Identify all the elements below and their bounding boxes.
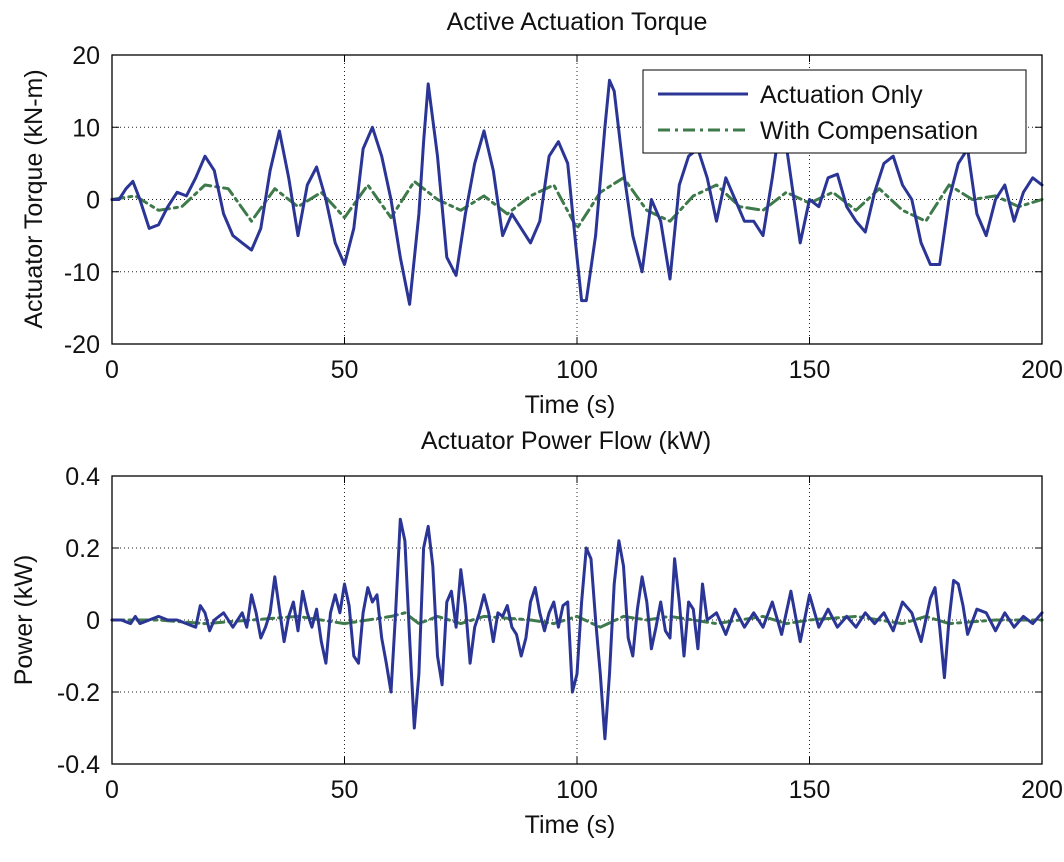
x-tick-label: 0 [105,356,119,384]
torque-series [110,78,1044,306]
legend-label-with-compensation: With Compensation [760,117,978,145]
y-tick-label: 20 [72,42,100,70]
legend-box [642,69,1027,154]
power-chart-title: Actuator Power Flow (kW) [421,427,711,455]
power-plot: Actuator Power Flow (kW) 0 50 100 150 200 -0.… [10,427,1063,839]
torque-axes-frame [111,54,1043,345]
x-tick-label: 50 [331,356,359,384]
y-tick-label: 0.4 [65,463,100,491]
y-tick-label: -0.4 [57,751,100,779]
y-tick-label: 0 [86,607,100,635]
legend-label-actuation-only: Actuation Only [760,81,923,109]
x-tick-label: 200 [1021,776,1063,804]
torque-with-compensation-line [110,176,1044,230]
torque-x-axis-label: Time (s) [525,391,616,419]
y-tick-label: 0.2 [65,535,100,563]
power-tick-labels: 0 50 100 150 200 -0.4 -0.2 0 0.2 0.4 [57,463,1063,804]
x-tick-label: 200 [1021,356,1063,384]
x-tick-label: 0 [105,776,119,804]
y-tick-label: 0 [86,187,100,215]
legend: Actuation Only With Compensation [642,69,1027,154]
power-series [110,517,1044,741]
x-tick-label: 150 [789,356,831,384]
power-y-axis-label: Power (kW) [10,555,38,686]
x-tick-label: 100 [556,356,598,384]
x-tick-label: 50 [331,776,359,804]
torque-y-axis-label: Actuator Torque (kN-m) [20,69,48,328]
power-axes-frame [111,475,1043,765]
torque-plot: Active Actuation Torque 0 50 100 150 200-20-… [20,8,1063,419]
torque-chart-title: Active Actuation Torque [447,8,708,36]
x-tick-label: 100 [556,776,598,804]
power-grid [112,476,1042,764]
torque-actuation-only-line [110,78,1044,306]
torque-tick-labels: 0 50 100 150 200 -20 -10 0 10 20 [64,42,1063,384]
y-tick-label: 10 [72,114,100,142]
y-tick-label: -0.2 [57,679,100,707]
power-x-axis-label: Time (s) [525,811,616,839]
y-tick-label: -20 [64,331,100,359]
power-actuation-only-line [110,517,1044,741]
y-tick-label: -10 [64,259,100,287]
x-tick-label: 150 [789,776,831,804]
